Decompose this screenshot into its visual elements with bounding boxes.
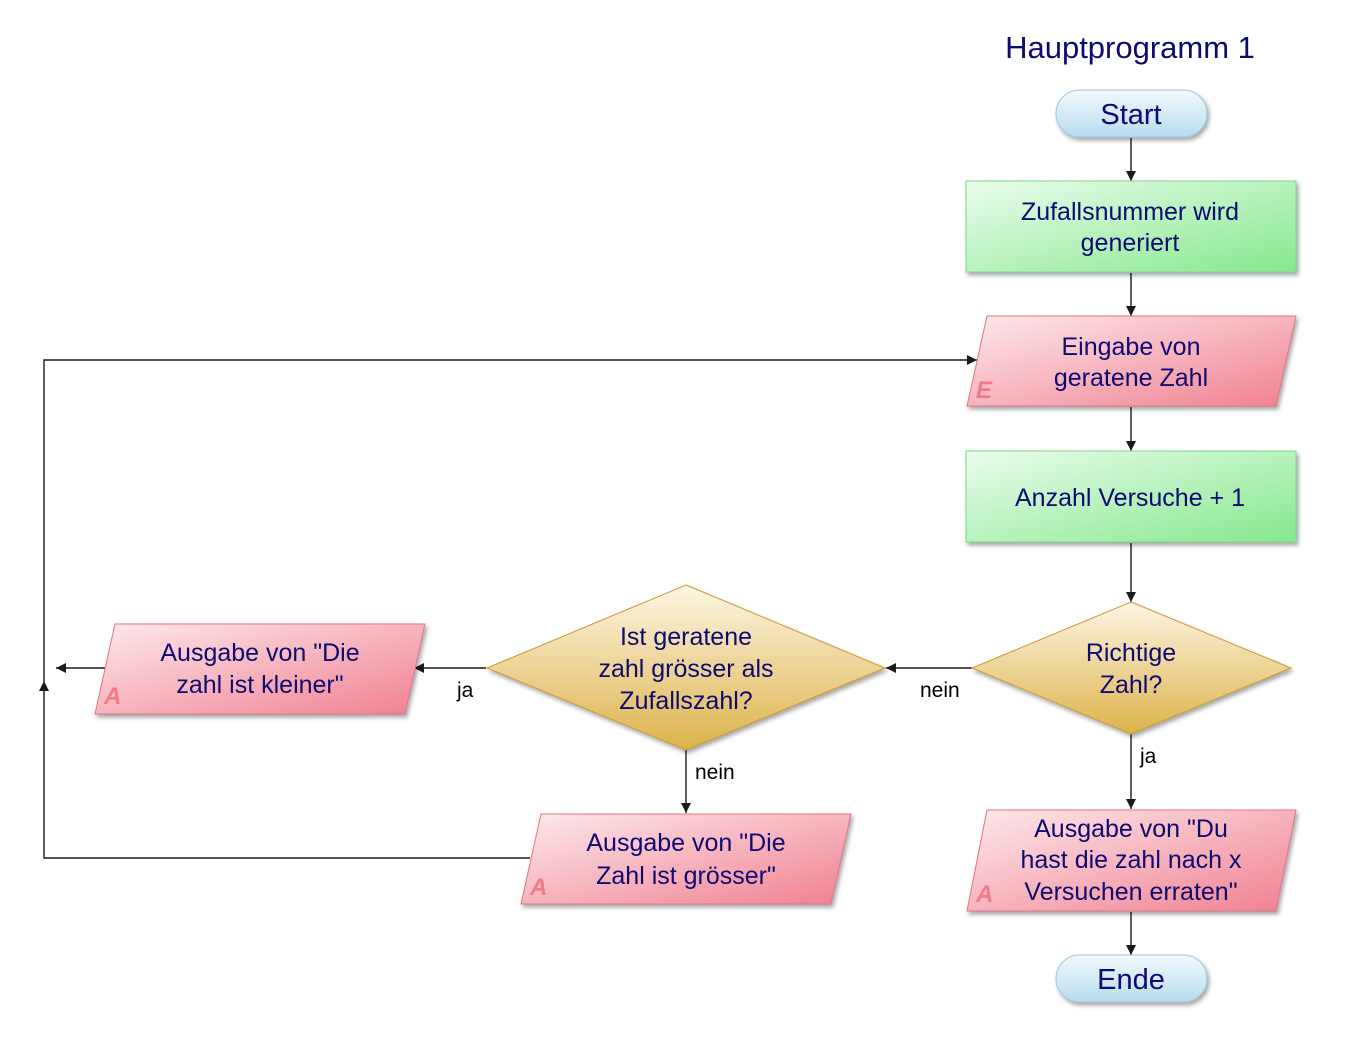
generate-node: Zufallsnummer wird generiert bbox=[965, 180, 1297, 273]
edge-label-greater-no: nein bbox=[695, 761, 735, 784]
diagram-title: Hauptprogramm 1 bbox=[1005, 30, 1255, 65]
start-node: Start bbox=[1055, 89, 1208, 138]
output-smaller-badge: A bbox=[103, 683, 121, 710]
increment-line-1: Anzahl Versuche + 1 bbox=[1015, 484, 1245, 512]
output-success-line-1: Ausgabe von "Du bbox=[1034, 815, 1228, 843]
increment-node: Anzahl Versuche + 1 bbox=[965, 450, 1297, 543]
edge-label-correct-no: nein bbox=[920, 679, 960, 702]
output-success-line-2: hast die zahl nach x bbox=[1021, 846, 1242, 874]
end-label: Ende bbox=[1097, 964, 1165, 996]
output-smaller-line-2: zahl ist kleiner" bbox=[176, 671, 343, 699]
output-smaller-line-1: Ausgabe von "Die bbox=[160, 639, 359, 667]
output-success-node: Ausgabe von "Du hast die zahl nach x Ver… bbox=[966, 809, 1297, 912]
input-node: Eingabe von geratene Zahl E bbox=[966, 315, 1297, 407]
output-greater-line-1: Ausgabe von "Die bbox=[586, 829, 785, 857]
decision-greater-line-1: Ist geratene bbox=[620, 623, 752, 651]
edge-greater-loop bbox=[39, 681, 530, 859]
connectors bbox=[39, 138, 1136, 955]
edge-loop-back-input bbox=[43, 355, 977, 681]
start-label: Start bbox=[1100, 99, 1161, 131]
input-line-1: Eingabe von bbox=[1061, 333, 1200, 361]
decision-greater-node: Ist geratene zahl grösser als Zufallszah… bbox=[485, 584, 887, 751]
end-node: Ende bbox=[1055, 954, 1208, 1003]
output-success-badge: A bbox=[975, 881, 993, 908]
output-greater-badge: A bbox=[529, 874, 547, 901]
input-line-2: geratene Zahl bbox=[1054, 364, 1208, 392]
decision-correct-node: Richtige Zahl? bbox=[970, 601, 1293, 735]
generate-line-1: Zufallsnummer wird bbox=[1021, 198, 1239, 226]
edge-label-correct-yes: ja bbox=[1139, 745, 1157, 768]
decision-correct-line-2: Zahl? bbox=[1100, 671, 1163, 699]
output-greater-node: Ausgabe von "Die Zahl ist grösser" A bbox=[520, 813, 852, 905]
decision-greater-line-3: Zufallszahl? bbox=[619, 687, 752, 715]
edge-label-greater-yes: ja bbox=[456, 679, 474, 702]
decision-greater-line-2: zahl grösser als bbox=[598, 655, 773, 683]
generate-line-2: generiert bbox=[1081, 229, 1180, 257]
output-smaller-node: Ausgabe von "Die zahl ist kleiner" A bbox=[94, 623, 426, 715]
output-greater-line-2: Zahl ist grösser" bbox=[596, 862, 776, 890]
input-badge: E bbox=[976, 377, 993, 404]
output-success-line-3: Versuchen erraten" bbox=[1024, 878, 1237, 906]
decision-correct-line-1: Richtige bbox=[1086, 639, 1176, 667]
